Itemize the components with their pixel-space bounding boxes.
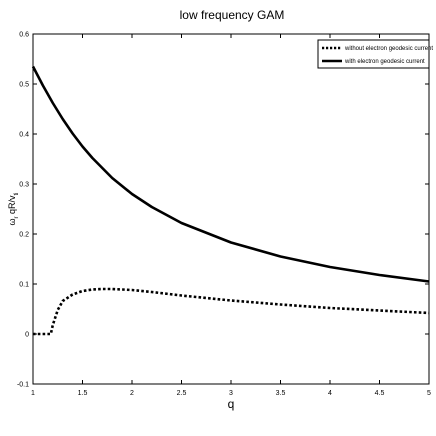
- y-tick-label: 0.4: [19, 132, 29, 139]
- x-tick-label: 3: [229, 390, 233, 397]
- y-tick-label: 0.3: [19, 182, 29, 189]
- x-tick-label: 1.5: [78, 390, 88, 397]
- legend: without electron geodesic current with e…: [317, 39, 433, 69]
- x-tick-label: 1: [31, 390, 35, 397]
- x-tick-label: 2: [130, 390, 134, 397]
- y-axis-label-omega: ω: [7, 218, 17, 225]
- y-tick-label: 0.6: [19, 32, 29, 39]
- y-axis-label-sub-ti: ti: [14, 192, 20, 195]
- x-tick-label: 5: [427, 390, 431, 397]
- x-tick-label: 2.5: [177, 390, 187, 397]
- plot-area: [31, 65, 430, 336]
- x-tick-label: 3.5: [276, 390, 286, 397]
- legend-label-without: without electron geodesic current: [344, 46, 433, 52]
- x-axis-label: q: [228, 397, 235, 411]
- legend-label-with: with electron geodesic current: [344, 59, 425, 65]
- y-tick-label: 0.5: [19, 82, 29, 89]
- axes-frame: [32, 33, 430, 385]
- y-tick-label: 0.1: [19, 282, 29, 289]
- chart-title: low frequency GAM: [180, 8, 285, 22]
- x-tick-label: 4.5: [375, 390, 385, 397]
- y-tick-label: -0.1: [17, 382, 29, 389]
- y-tick-label: 0.2: [19, 232, 29, 239]
- y-axis-label-sub-r: r: [14, 216, 20, 218]
- x-tick-label: 4: [328, 390, 332, 397]
- series-line-1: [31, 65, 430, 283]
- series-line-0: [33, 287, 430, 336]
- y-axis-label: ωr qR/vti: [7, 192, 20, 225]
- y-axis-ticks: -0.1 0 0.1 0.2 0.3 0.4 0.5 0.6: [17, 32, 429, 389]
- y-tick-label: 0: [25, 332, 29, 339]
- x-axis-ticks: 1 1.5 2 2.5 3 3.5 4 4.5 5: [31, 34, 431, 397]
- y-axis-label-mid: qR/v: [7, 195, 17, 217]
- legend-box: [317, 39, 430, 69]
